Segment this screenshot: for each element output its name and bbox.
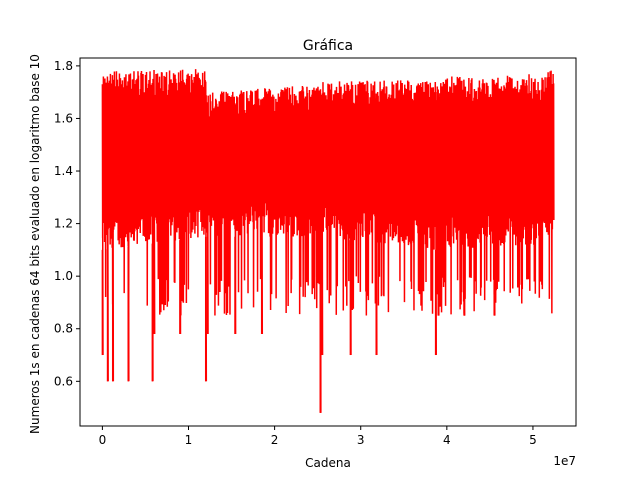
x-tick-label: 1 <box>185 433 193 447</box>
plot-area <box>101 69 555 413</box>
series-line <box>101 69 555 413</box>
y-tick-label: 1.8 <box>54 59 73 73</box>
axes-frame <box>79 57 577 427</box>
x-tick-label: 5 <box>529 433 537 447</box>
x-axis-label: Cadena <box>305 456 351 470</box>
y-tick-label: 1.4 <box>54 164 73 178</box>
x-tick-label: 4 <box>443 433 451 447</box>
x-tick-label: 0 <box>99 433 107 447</box>
x-tick-label: 2 <box>271 433 279 447</box>
y-tick-label: 0.8 <box>54 322 73 336</box>
chart-title: Gráfica <box>303 38 353 54</box>
y-axis-ticks: 0.6 0.8 1.0 1.2 1.4 1.6 1.8 <box>54 59 80 388</box>
y-tick-label: 1.0 <box>54 269 73 283</box>
y-tick-label: 0.6 <box>54 374 73 388</box>
y-axis-label: Numeros 1s en cadenas 64 bits evaluado e… <box>28 54 42 434</box>
x-tick-label: 3 <box>357 433 365 447</box>
x-axis-ticks: 0 1 2 3 4 5 <box>99 426 537 447</box>
x-axis-offset-label: 1e7 <box>553 454 576 468</box>
y-tick-label: 1.2 <box>54 217 73 231</box>
y-tick-label: 1.6 <box>54 111 73 125</box>
